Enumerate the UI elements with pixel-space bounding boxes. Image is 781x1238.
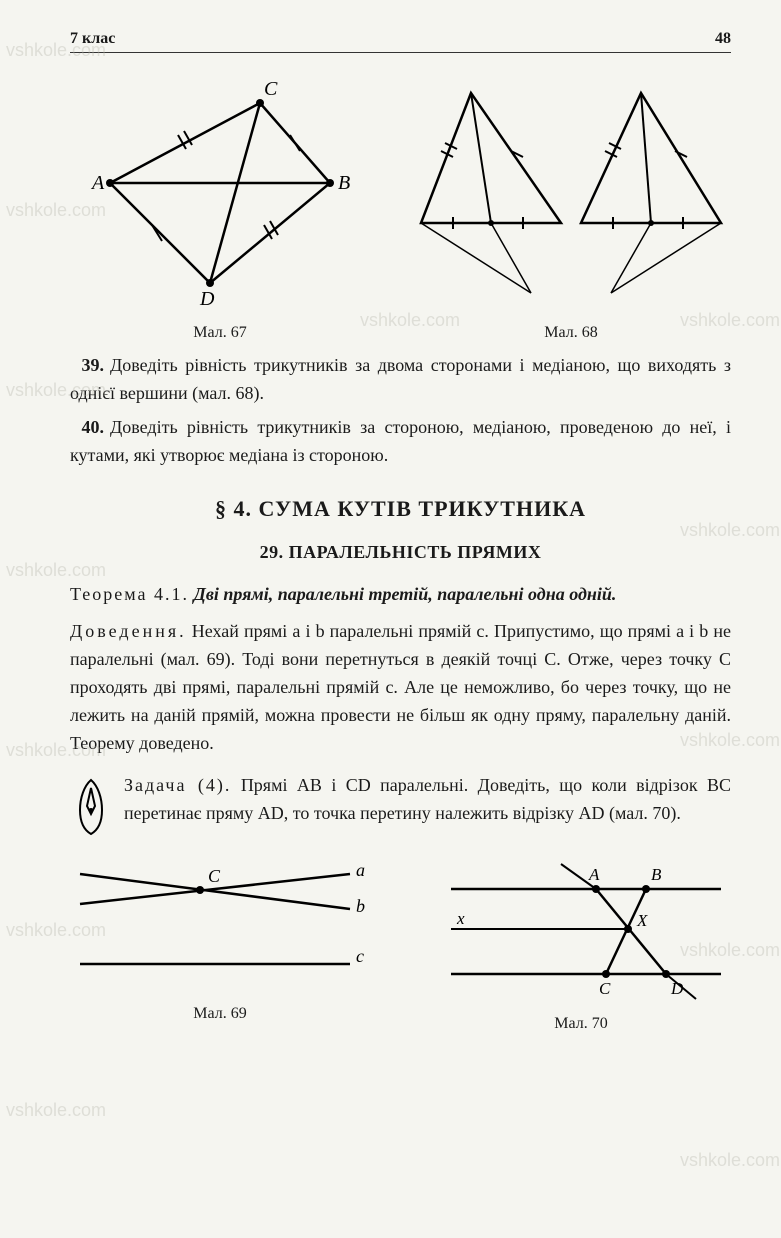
figure-68-svg: [411, 73, 731, 313]
section-subtitle: 29. ПАРАЛЕЛЬНІСТЬ ПРЯМИХ: [70, 542, 731, 563]
exercise-39: 39.Доведіть рівність трикутників за двом…: [70, 352, 731, 408]
exercise-39-number: 39.: [70, 352, 104, 380]
exercise-40: 40.Доведіть рівність трикутників за стор…: [70, 414, 731, 470]
svg-text:A: A: [588, 865, 600, 884]
watermark: vshkole.com: [6, 1100, 106, 1121]
proof-label: Доведення.: [70, 621, 187, 641]
proof-block: Доведення. Нехай прямі a і b паралельні …: [70, 618, 731, 757]
figure-70-caption: Мал. 70: [431, 1015, 731, 1033]
task-block: Задача (4). Прямі AB і CD паралельні. До…: [70, 772, 731, 836]
svg-text:B: B: [651, 865, 662, 884]
theorem-statement: Дві прямі, паралельні третій, паралельні…: [194, 584, 617, 604]
exercise-40-text: Доведіть рівність трикутників за стороно…: [70, 417, 731, 465]
svg-text:C: C: [208, 866, 221, 886]
top-figures: A C B D Мал. 67: [70, 73, 731, 342]
watermark: vshkole.com: [680, 1150, 780, 1171]
svg-text:c: c: [356, 946, 364, 966]
svg-text:a: a: [356, 860, 365, 880]
exercise-40-number: 40.: [70, 414, 104, 442]
figure-70-svg: A B C D X x: [431, 854, 731, 1004]
bottom-figures: C a b c Мал. 69: [70, 854, 731, 1033]
figure-69-caption: Мал. 69: [70, 1005, 370, 1023]
page-number: 48: [715, 30, 731, 48]
svg-text:x: x: [456, 909, 465, 928]
theorem-label: Теорема 4.1.: [70, 584, 189, 604]
svg-text:X: X: [636, 911, 648, 930]
page-header: 7 клас 48: [70, 30, 731, 53]
figure-69: C a b c Мал. 69: [70, 854, 370, 1033]
figure-70: A B C D X x Мал. 70: [431, 854, 731, 1033]
figure-68: Мал. 68: [411, 73, 731, 342]
svg-text:D: D: [199, 288, 215, 310]
svg-text:C: C: [264, 78, 278, 100]
svg-text:b: b: [356, 896, 365, 916]
figure-67: A C B D Мал. 67: [70, 73, 370, 342]
svg-text:D: D: [670, 979, 684, 998]
svg-text:B: B: [338, 172, 350, 194]
figure-67-caption: Мал. 67: [70, 324, 370, 342]
figure-67-svg: A C B D: [70, 73, 370, 313]
svg-text:C: C: [599, 979, 611, 998]
task-label: Задача (4).: [124, 775, 231, 795]
svg-text:A: A: [90, 172, 105, 194]
figure-68-caption: Мал. 68: [411, 324, 731, 342]
section-title: § 4. СУМА КУТІВ ТРИКУТНИКА: [70, 496, 731, 522]
pen-icon: [70, 776, 112, 836]
theorem-4-1: Теорема 4.1. Дві прямі, паралельні треті…: [70, 581, 731, 609]
exercise-39-text: Доведіть рівність трикутників за двома с…: [70, 355, 731, 403]
figure-69-svg: C a b c: [70, 854, 370, 994]
class-label: 7 клас: [70, 30, 115, 48]
